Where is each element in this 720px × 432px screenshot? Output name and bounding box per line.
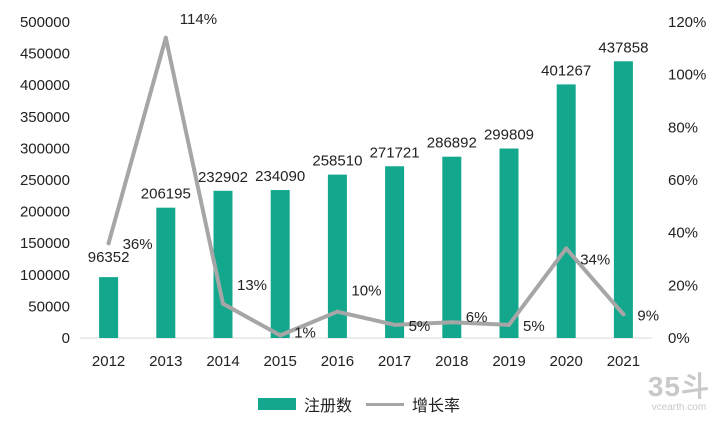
bar-value-label: 232902 <box>198 169 248 186</box>
bar-2021 <box>613 61 633 338</box>
y-left-tick-label: 200000 <box>20 204 70 221</box>
x-tick-label: 2020 <box>550 353 583 370</box>
bar-2013 <box>156 207 176 338</box>
bar-value-label: 437858 <box>598 39 648 56</box>
bar-value-label: 234090 <box>255 168 305 185</box>
x-tick-label: 2019 <box>492 353 525 370</box>
legend-line-label: 增长率 <box>412 398 461 415</box>
x-tick-label: 2014 <box>206 353 239 370</box>
growth-rate-label: 36% <box>123 236 153 253</box>
y-left-tick-label: 400000 <box>20 77 70 94</box>
bar-2015 <box>270 190 290 338</box>
x-tick-label: 2017 <box>378 353 411 370</box>
growth-rate-label: 5% <box>523 318 545 335</box>
growth-rate-point-2013 <box>163 35 168 40</box>
x-tick-label: 2013 <box>149 353 182 370</box>
legend-bar-swatch <box>258 398 296 410</box>
bar-2018 <box>442 156 462 338</box>
bar-2017 <box>385 166 405 338</box>
growth-rate-label: 1% <box>294 324 316 341</box>
growth-rate-label: 34% <box>580 251 610 268</box>
growth-rate-point-2020 <box>564 246 569 251</box>
growth-rate-label: 10% <box>351 283 381 300</box>
growth-rate-line <box>106 35 626 338</box>
bar-2014 <box>213 190 233 338</box>
watermark-logo-text: 35斗 <box>647 371 710 402</box>
x-tick-label: 2012 <box>92 353 125 370</box>
y-right-tick-label: 80% <box>668 119 698 136</box>
growth-rate-label: 114% <box>180 11 217 28</box>
x-tick-label: 2018 <box>435 353 468 370</box>
y-left-tick-label: 0 <box>62 330 70 347</box>
bar-value-label: 271721 <box>370 144 420 161</box>
growth-rate-label: 6% <box>466 309 488 326</box>
x-tick-label: 2015 <box>264 353 297 370</box>
growth-rate-label: 13% <box>237 277 267 294</box>
bar-value-label: 96352 <box>88 249 130 266</box>
bar-2012 <box>99 277 119 338</box>
y-right-tick-label: 40% <box>668 225 698 242</box>
bar-value-label: 299809 <box>484 127 534 144</box>
y-left-tick-label: 450000 <box>20 46 70 63</box>
growth-rate-label: 9% <box>637 307 659 324</box>
y-left-tick-label: 500000 <box>20 14 70 31</box>
y-left-tick-label: 100000 <box>20 267 70 284</box>
growth-rate-point-2017 <box>392 322 397 327</box>
growth-rate-point-2016 <box>335 309 340 314</box>
bar-2019 <box>499 148 519 338</box>
y-left-tick-label: 300000 <box>20 140 70 157</box>
x-tick-label: 2021 <box>607 353 640 370</box>
y-left-tick-label: 150000 <box>20 235 70 252</box>
bar-2016 <box>327 174 347 338</box>
y-right-tick-label: 120% <box>668 14 706 31</box>
bar-2020 <box>556 84 576 338</box>
x-tick-label: 2016 <box>321 353 354 370</box>
legend: 注册数 增长率 <box>258 392 460 416</box>
legend-line-swatch <box>366 402 405 406</box>
growth-rate-point-2012 <box>106 241 111 246</box>
legend-item-registrations: 注册数 <box>258 392 352 416</box>
bar-value-label: 206195 <box>141 186 191 203</box>
growth-rate-point-2015 <box>278 333 283 338</box>
growth-rate-point-2021 <box>621 312 626 317</box>
y-right-tick-label: 20% <box>668 277 698 294</box>
growth-rate-label: 5% <box>409 318 431 335</box>
legend-item-growth-rate: 增长率 <box>366 392 460 416</box>
y-right-tick-label: 100% <box>668 67 706 84</box>
bar-value-label: 258510 <box>312 153 362 170</box>
y-right-tick-label: 60% <box>668 172 698 189</box>
bar-value-label: 401267 <box>541 62 591 79</box>
y-left-tick-label: 50000 <box>28 298 70 315</box>
growth-rate-point-2018 <box>449 320 454 325</box>
y-left-tick-label: 350000 <box>20 109 70 126</box>
bar-value-label: 286892 <box>427 135 477 152</box>
legend-bar-label: 注册数 <box>304 398 353 415</box>
growth-rate-point-2019 <box>507 322 511 327</box>
growth-rate-point-2014 <box>221 301 225 306</box>
watermark-logo: 35斗 vcearth.com <box>648 372 710 414</box>
watermark-url: vcearth.com <box>651 402 707 413</box>
y-left-tick-label: 250000 <box>20 172 70 189</box>
y-right-tick-label: 0% <box>668 330 690 347</box>
